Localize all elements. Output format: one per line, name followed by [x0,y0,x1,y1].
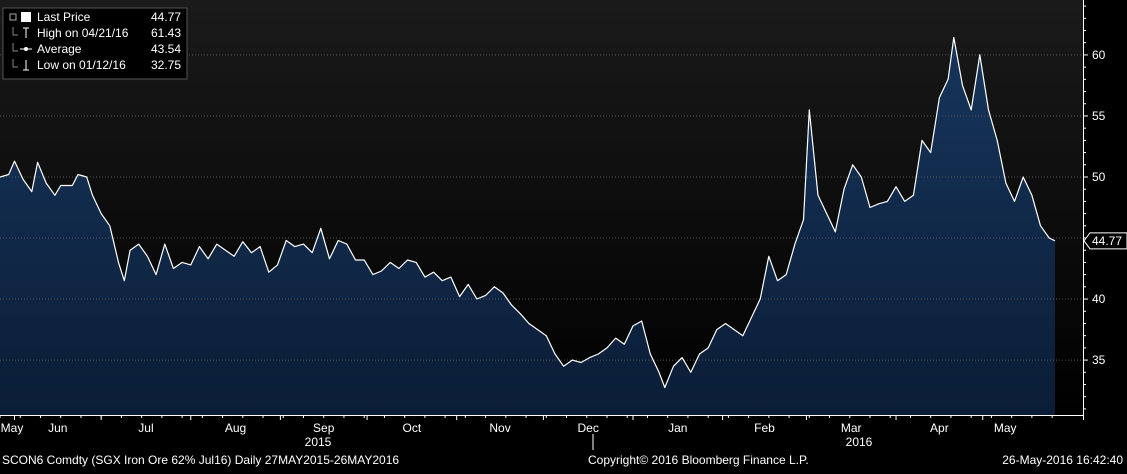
y-tick-label: 40 [1092,292,1106,306]
low-marker-icon [23,60,29,71]
x-month-label: Mar [841,421,862,435]
x-month-label: Jan [668,421,687,435]
x-month-label: Nov [489,421,510,435]
x-month-label: Aug [225,421,246,435]
footer-ticker: SCON6 Comdty (SGX Iron Ore 62% Jul16) Da… [2,453,400,467]
legend-item-label: Low on 01/12/16 [37,58,126,72]
legend-item-label: Average [37,42,82,56]
x-year-label: 2016 [846,435,873,449]
legend-item-value: 43.54 [151,42,181,56]
y-tick-label: 35 [1092,353,1106,367]
legend-item-value: 44.77 [151,10,181,24]
x-month-label: May [1,421,24,435]
last-price-tag [1083,232,1127,250]
y-tick-label: 50 [1092,170,1106,184]
footer-timestamp: 26-May-2016 16:42:40 [1002,453,1123,467]
x-month-label: May [994,421,1017,435]
legend-item-value: 32.75 [151,58,181,72]
high-marker-icon [23,27,29,38]
y-tick-label: 55 [1092,109,1106,123]
price-area-fill [0,37,1055,415]
legend-item-label: High on 04/21/16 [37,26,129,40]
footer-bar: SCON6 Comdty (SGX Iron Ore 62% Jul16) Da… [0,452,1127,469]
last-price-label: 44.77 [1092,234,1122,248]
x-year-label: 2015 [305,435,332,449]
x-month-label: Apr [930,421,949,435]
x-month-label: Sep [313,421,335,435]
legend-item-value: 61.43 [151,26,181,40]
x-month-label: Oct [403,421,422,435]
x-month-label: Feb [754,421,775,435]
price-line [0,36,1056,389]
y-tick-label: 60 [1092,48,1106,62]
average-marker-dot [24,47,28,51]
legend-collapse-icon[interactable] [9,13,17,21]
x-month-label: Jun [48,421,67,435]
footer-copyright: Copyright© 2016 Bloomberg Finance L.P. [588,453,809,467]
x-month-label: Dec [578,421,599,435]
x-month-label: Jul [138,421,153,435]
legend-box [2,7,188,80]
legend-item-label: Last Price [37,10,91,24]
filled-square-icon [21,12,31,22]
